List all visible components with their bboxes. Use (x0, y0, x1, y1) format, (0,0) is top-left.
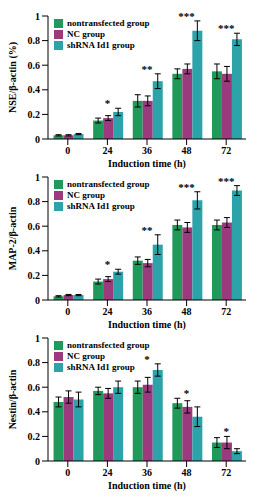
svg-text:72: 72 (221, 306, 231, 317)
svg-text:48: 48 (182, 145, 192, 156)
html-text:shRNA Id1 group: shRNA Id1 group (67, 201, 135, 211)
svg-text:**: ** (142, 63, 154, 75)
svg-text:*: * (144, 353, 150, 365)
svg-text:72: 72 (221, 467, 231, 478)
svg-text:1: 1 (35, 333, 40, 344)
svg-text:36: 36 (142, 306, 152, 317)
svg-text:0: 0 (65, 467, 70, 478)
svg-text:0: 0 (65, 145, 70, 156)
svg-text:0.2: 0.2 (28, 109, 41, 120)
html-text:NC group: NC group (67, 29, 106, 39)
svg-text:0: 0 (35, 295, 40, 306)
svg-text:***: *** (218, 22, 235, 34)
svg-text:Induction time (h): Induction time (h) (108, 158, 186, 169)
svg-text:36: 36 (142, 145, 152, 156)
svg-text:***: *** (178, 181, 195, 193)
html-text:shRNA Id1 group: shRNA Id1 group (67, 362, 135, 372)
svg-text:*: * (223, 425, 229, 437)
svg-text:0: 0 (65, 306, 70, 317)
svg-text:0.2: 0.2 (28, 270, 41, 281)
svg-text:24: 24 (102, 145, 112, 156)
svg-text:1: 1 (35, 11, 40, 22)
svg-text:24: 24 (102, 467, 112, 478)
svg-text:Induction time (h): Induction time (h) (108, 319, 186, 330)
html-text:nontransfected group: nontransfected group (67, 18, 150, 28)
svg-text:Nestin/β-actin: Nestin/β-actin (8, 369, 18, 429)
svg-text:0.2: 0.2 (28, 431, 41, 442)
svg-text:36: 36 (142, 467, 152, 478)
html-text:nontransfected group: nontransfected group (67, 179, 150, 189)
svg-text:0.6: 0.6 (28, 221, 41, 232)
svg-text:0.4: 0.4 (28, 406, 41, 417)
svg-text:72: 72 (221, 145, 231, 156)
svg-text:*: * (105, 97, 111, 109)
svg-text:***: *** (178, 10, 195, 22)
svg-text:48: 48 (182, 467, 192, 478)
html-text:NC group: NC group (67, 190, 106, 200)
svg-text:**: ** (142, 224, 154, 236)
svg-text:0.6: 0.6 (28, 60, 41, 71)
svg-text:0.6: 0.6 (28, 382, 41, 393)
svg-text:0: 0 (35, 134, 40, 145)
svg-text:0.8: 0.8 (28, 196, 41, 207)
svg-text:MAP-2/β-actin: MAP-2/β-actin (8, 206, 18, 270)
html-text:NC group: NC group (67, 351, 106, 361)
html-text:nontransfected group: nontransfected group (67, 340, 150, 350)
svg-text:0.4: 0.4 (28, 84, 41, 95)
svg-text:***: *** (218, 175, 235, 187)
svg-text:*: * (105, 258, 111, 270)
svg-text:24: 24 (102, 306, 112, 317)
svg-text:NSE/β-actin (%): NSE/β-actin (%) (8, 42, 19, 113)
html-text:shRNA Id1 group: shRNA Id1 group (67, 40, 135, 50)
svg-text:0: 0 (35, 456, 40, 467)
svg-text:0.8: 0.8 (28, 357, 41, 368)
svg-text:0.4: 0.4 (28, 245, 41, 256)
svg-text:*: * (184, 387, 190, 399)
svg-text:1: 1 (35, 172, 40, 183)
svg-text:Induction time (h): Induction time (h) (108, 480, 186, 491)
svg-text:48: 48 (182, 306, 192, 317)
svg-text:0.8: 0.8 (28, 35, 41, 46)
